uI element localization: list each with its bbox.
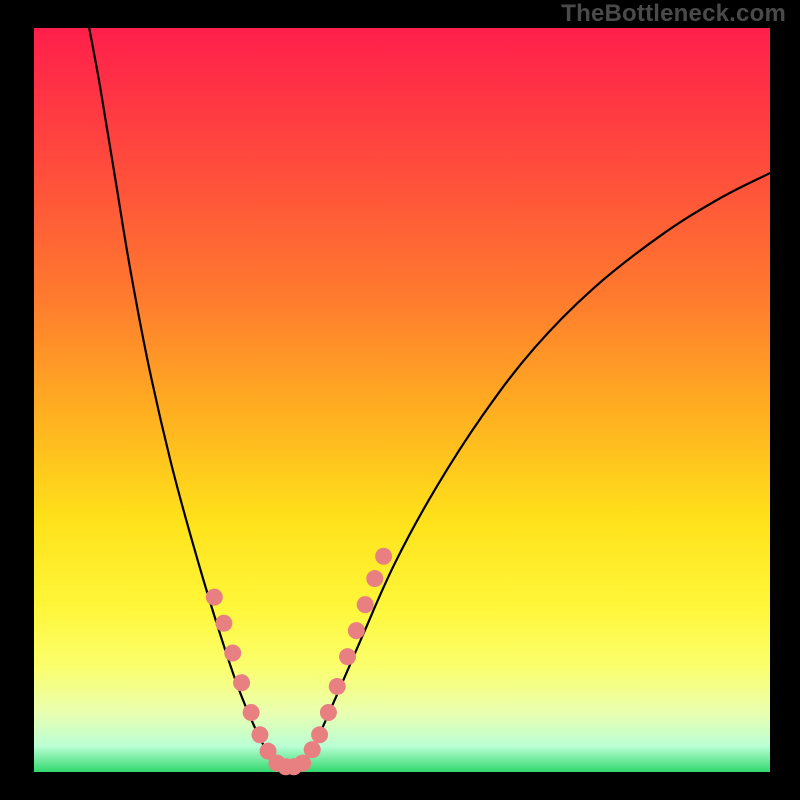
data-dot: [320, 704, 337, 721]
data-dot: [224, 644, 241, 661]
data-dot: [366, 570, 383, 587]
data-dot: [251, 726, 268, 743]
data-dot: [304, 741, 321, 758]
data-dot: [243, 704, 260, 721]
data-dot: [329, 678, 346, 695]
dot-cluster-right: [304, 548, 392, 758]
data-dot: [339, 648, 356, 665]
data-dot: [357, 596, 374, 613]
data-dot: [375, 548, 392, 565]
data-dot: [348, 622, 365, 639]
data-dot: [311, 726, 328, 743]
chart-overlay: [0, 0, 800, 800]
dot-cluster-left: [206, 589, 277, 760]
bottleneck-chart: TheBottleneck.com: [0, 0, 800, 800]
watermark-text: TheBottleneck.com: [561, 0, 786, 28]
data-dot: [233, 674, 250, 691]
right-curve: [299, 173, 770, 767]
data-dot: [215, 615, 232, 632]
left-curve: [89, 28, 280, 768]
dot-cluster-bottom: [268, 755, 311, 776]
data-dot: [206, 589, 223, 606]
